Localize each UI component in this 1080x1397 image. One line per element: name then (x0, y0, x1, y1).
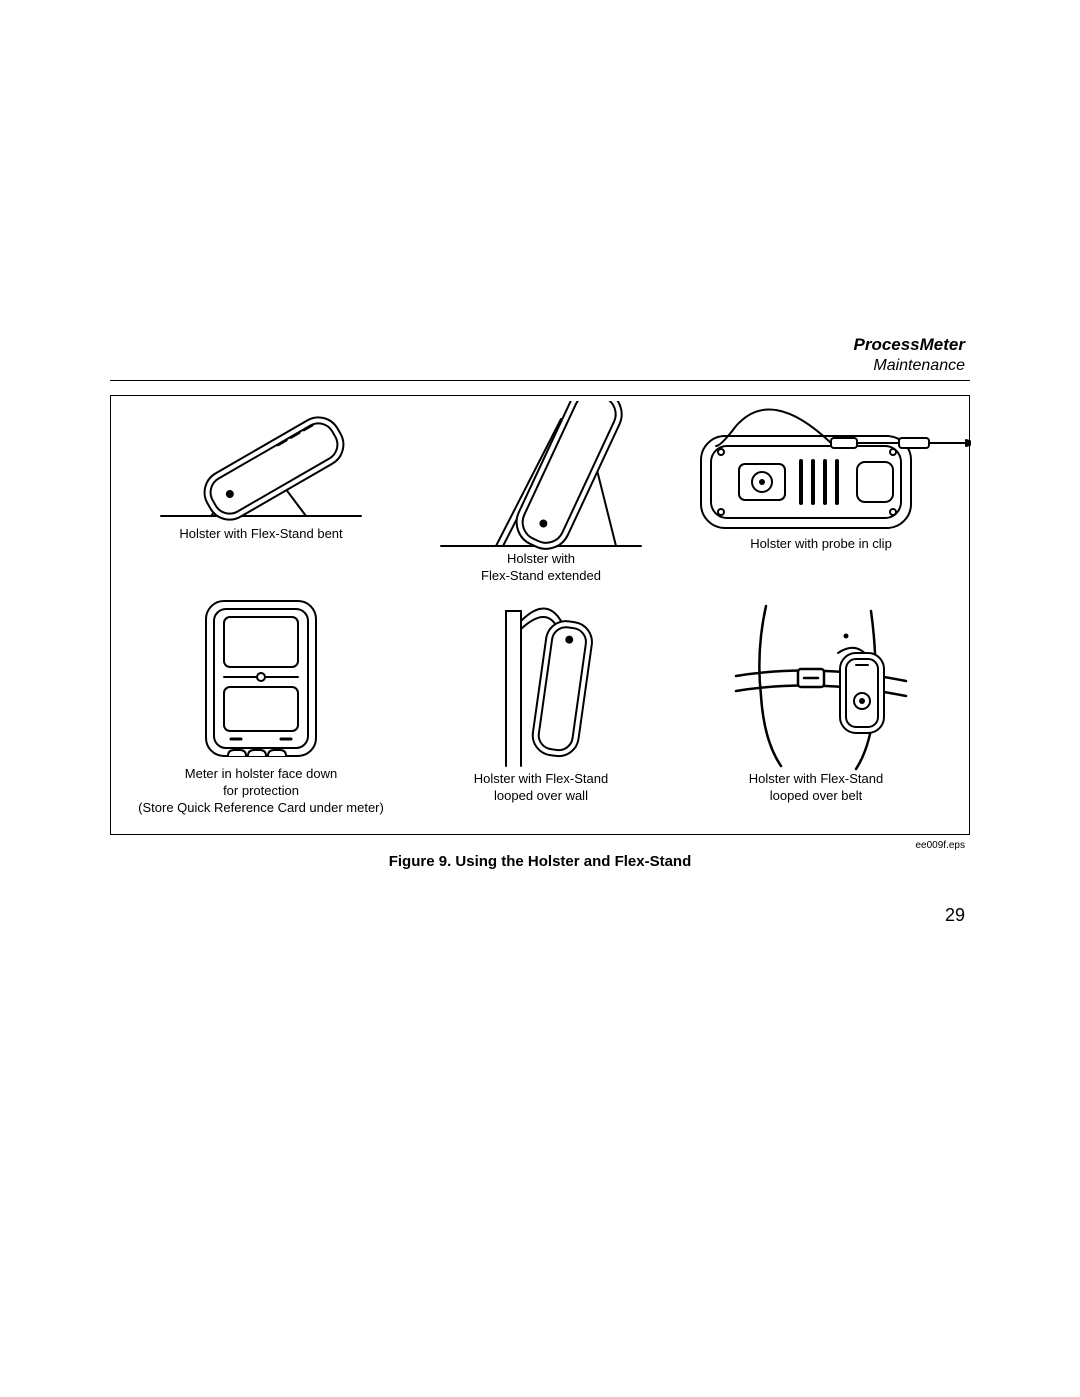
holster-probe-icon (681, 406, 971, 536)
meter-facedown-icon (186, 591, 336, 766)
holster-extended-icon (421, 401, 661, 551)
header-rule (110, 380, 970, 381)
page-header: ProcessMeter Maintenance (853, 335, 965, 375)
cell-label-line2: Flex-Stand extended (411, 568, 671, 585)
holster-wall-icon (461, 591, 621, 771)
header-title: ProcessMeter (853, 335, 965, 355)
cell-label-line1: Meter in holster face down (121, 766, 401, 783)
cell-top-left: Holster with Flex-Stand bent (131, 406, 391, 543)
page-number: 29 (945, 905, 965, 926)
cell-top-right: Holster with probe in clip (681, 406, 961, 553)
cell-label-line2: looped over wall (431, 788, 651, 805)
cell-label-line3: (Store Quick Reference Card under meter) (121, 800, 401, 817)
figure-caption: Figure 9. Using the Holster and Flex-Sta… (110, 853, 970, 870)
cell-top-mid: Holster with Flex-Stand extended (411, 401, 671, 585)
cell-bot-right: Holster with Flex-Stand looped over belt (681, 591, 951, 805)
cell-bot-left: Meter in holster face down for protectio… (121, 591, 401, 817)
cell-label-line2: for protection (121, 783, 401, 800)
cell-label: Holster with probe in clip (681, 536, 961, 553)
header-subtitle: Maintenance (853, 357, 965, 375)
page: ProcessMeter Maintenance (0, 0, 1080, 1397)
holster-belt-icon (706, 591, 926, 771)
figure-box: Holster with Flex-Stand bent (110, 395, 970, 835)
holster-bent-icon (141, 406, 381, 526)
cell-bot-mid: Holster with Flex-Stand looped over wall (431, 591, 651, 805)
cell-label-line1: Holster with Flex-Stand (431, 771, 651, 788)
cell-label: Holster with Flex-Stand bent (131, 526, 391, 543)
cell-label-line2: looped over belt (681, 788, 951, 805)
cell-label-line1: Holster with Flex-Stand (681, 771, 951, 788)
cell-label-line1: Holster with (411, 551, 671, 568)
eps-filename: ee009f.eps (916, 840, 966, 851)
